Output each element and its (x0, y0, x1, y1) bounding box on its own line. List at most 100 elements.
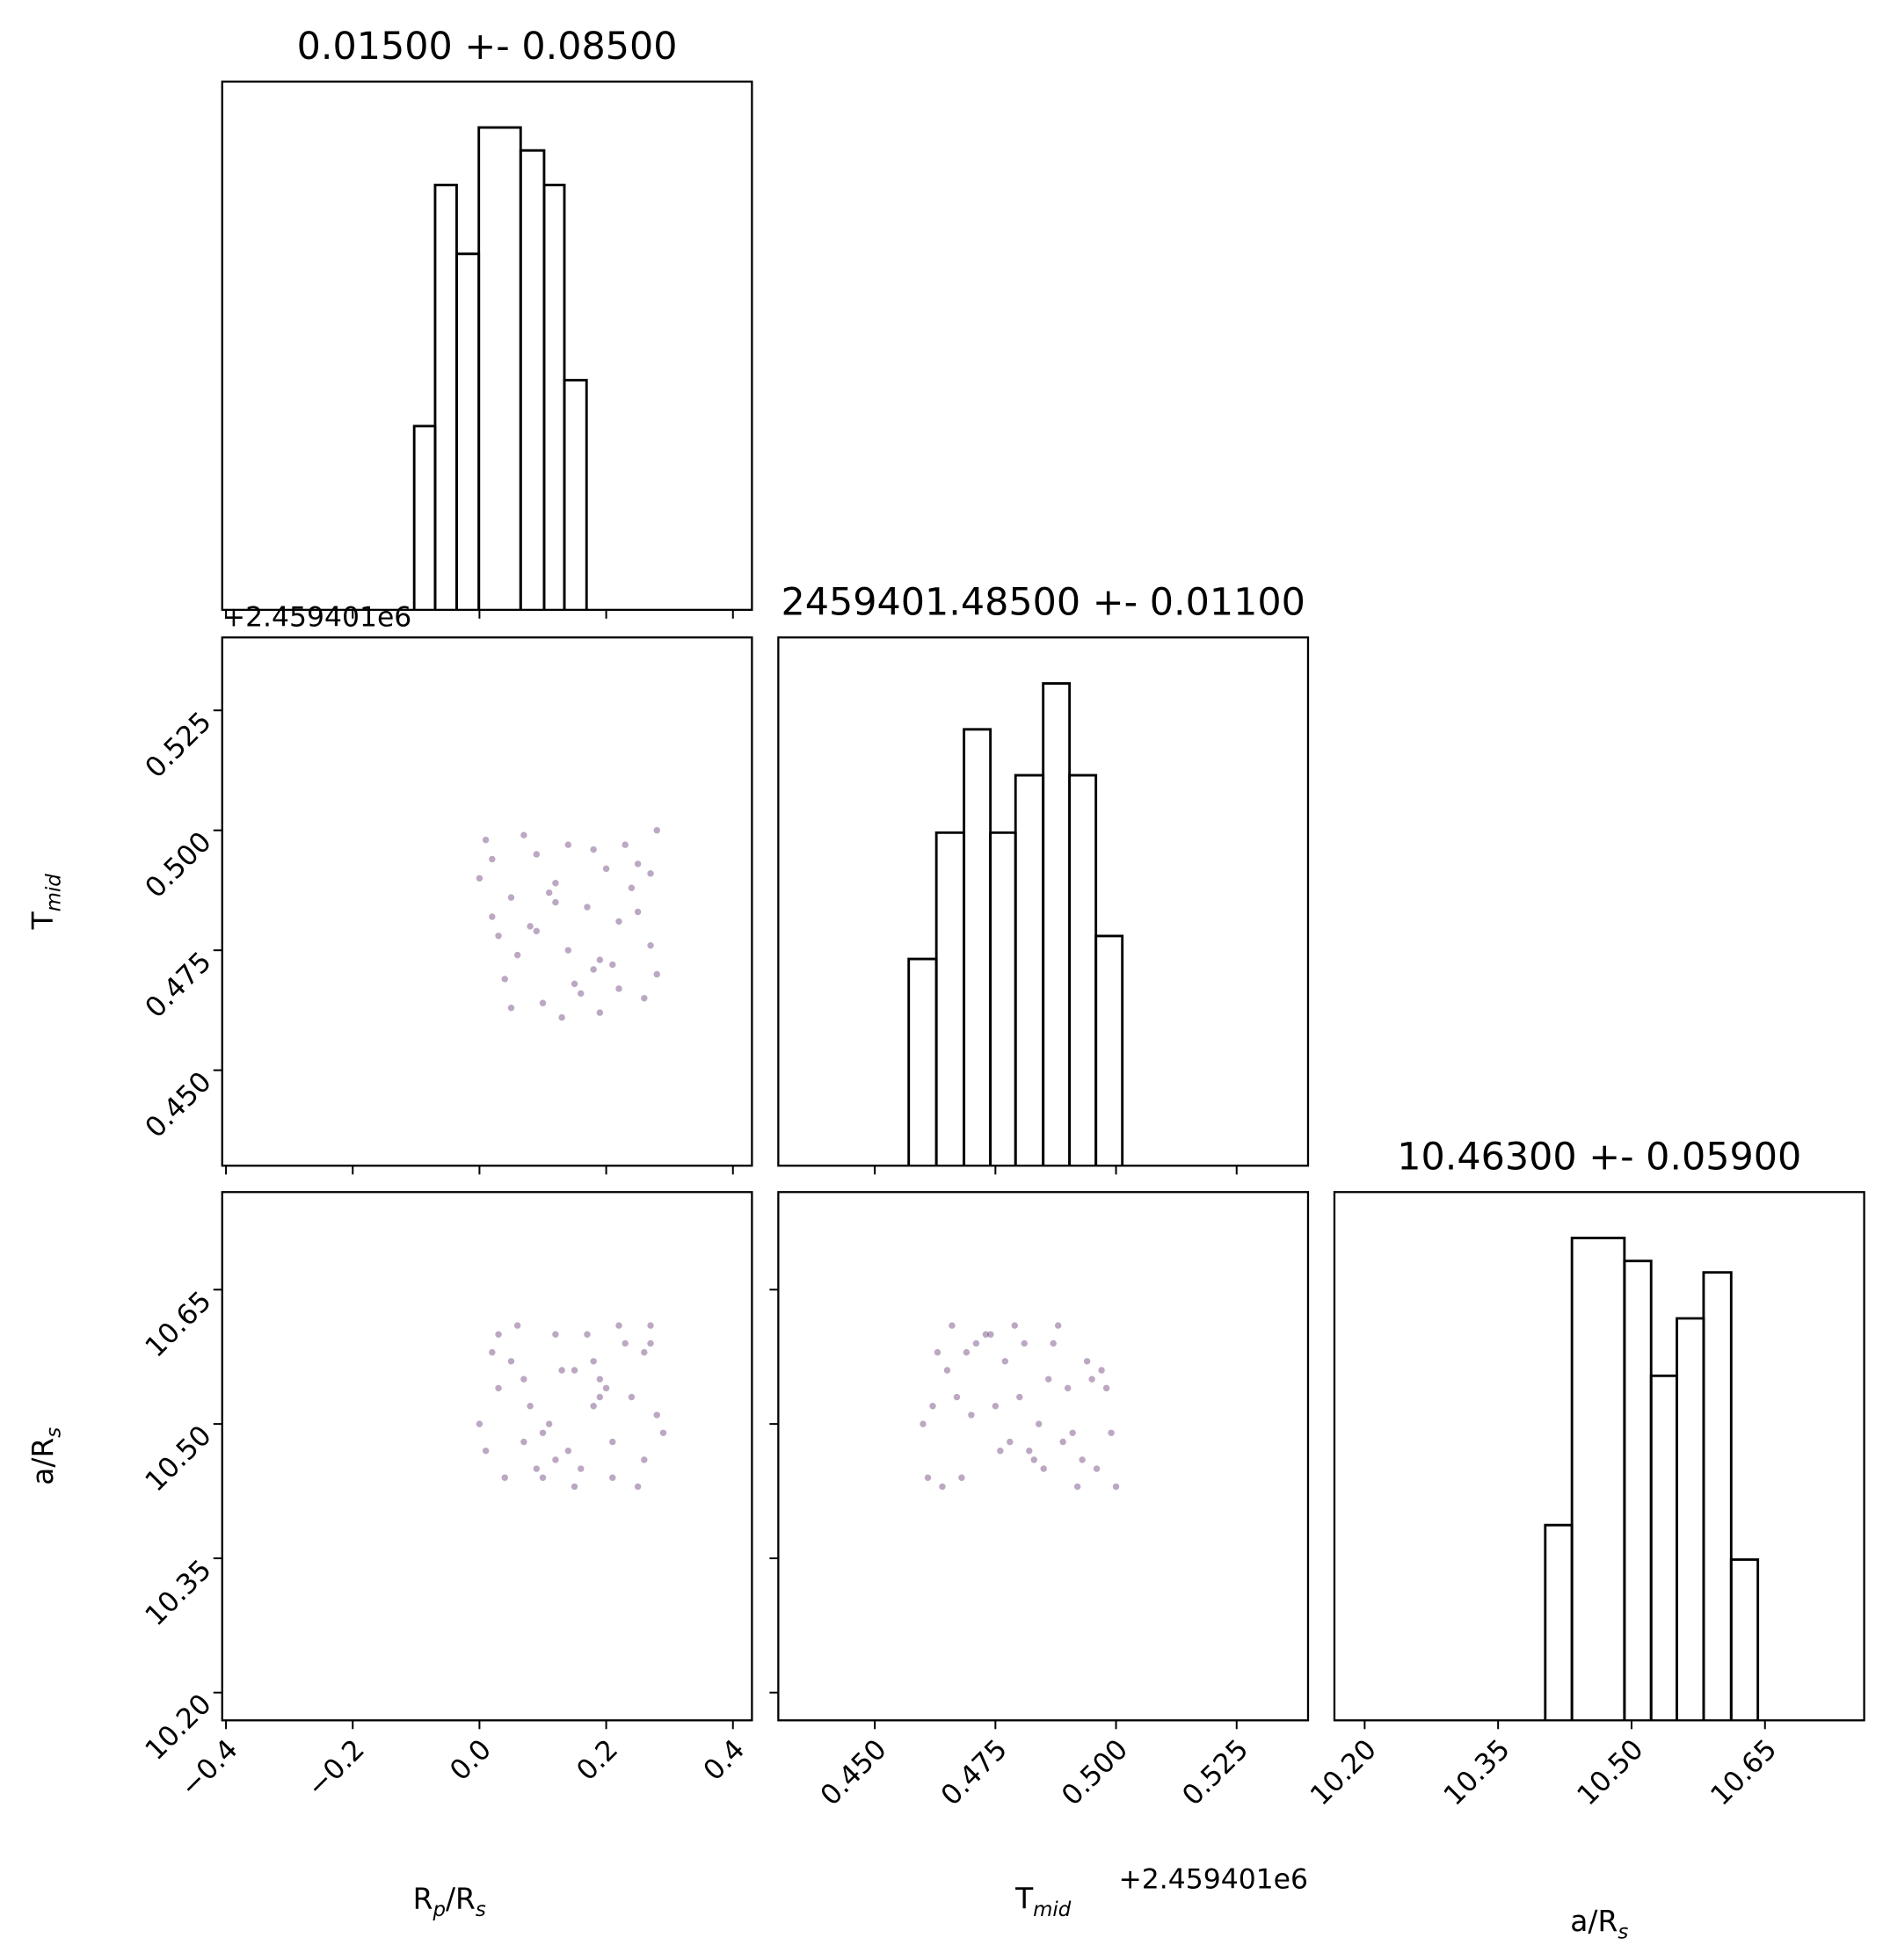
scatter-point (578, 990, 585, 998)
scatter-point (539, 1474, 547, 1481)
panel-title: 0.01500 +- 0.08500 (297, 25, 678, 69)
scatter-point (501, 976, 508, 983)
scatter-point (533, 927, 541, 935)
scatter-point (520, 1376, 527, 1383)
scatter-point (997, 1447, 1004, 1455)
x-tick-label: 10.50 (1571, 1733, 1649, 1811)
axes-frame (221, 80, 753, 611)
scatter-point (571, 980, 578, 988)
x-offset-text: +2.459401e6 (1118, 1864, 1308, 1896)
scatter-point (615, 918, 622, 926)
scatter-point (920, 1420, 927, 1427)
scatter-point (953, 1393, 961, 1401)
hist-bin (1729, 1557, 1760, 1721)
scatter-point (552, 1456, 559, 1463)
scatter-point (647, 1322, 654, 1329)
scatter-point (596, 1393, 604, 1401)
scatter-point (489, 855, 496, 863)
scatter-point (507, 1004, 515, 1012)
axes-frame (777, 1191, 1310, 1722)
hist-bin (989, 831, 1017, 1166)
scatter-point (507, 894, 515, 901)
scatter-point (653, 1412, 660, 1419)
scatter-point (647, 1339, 654, 1347)
y-axis-label: Tmid​ (26, 874, 66, 931)
hist-bin (1014, 773, 1045, 1166)
scatter-point (533, 851, 541, 858)
scatter-point (513, 951, 521, 959)
hist-bin (477, 126, 522, 610)
x-tick-label: 10.20 (1305, 1733, 1383, 1811)
scatter-point (520, 831, 527, 838)
scatter-point (596, 1009, 604, 1016)
scatter-point (647, 870, 654, 877)
scatter-point (1088, 1376, 1095, 1383)
scatter-point (1054, 1322, 1062, 1329)
axes-frame (1333, 1191, 1865, 1722)
x-tick-label: 0.2 (571, 1733, 624, 1787)
scatter-point (476, 1420, 483, 1427)
scatter-point (584, 904, 591, 911)
hist-bin (412, 425, 437, 610)
x-tick-label: 10.65 (1705, 1733, 1783, 1811)
x-tick-label: 0.475 (935, 1733, 1014, 1811)
hist-bin (907, 957, 938, 1166)
scatter-point (659, 1429, 667, 1437)
scatter-point (1073, 1483, 1081, 1491)
scatter-point (482, 1447, 490, 1455)
panel: 0.450 0.475 0.500 0.525 Tmid​ +2.459401e6 (769, 1191, 1310, 1921)
scatter-point (653, 826, 660, 834)
y-axis-label: a/Rs​ (26, 1427, 66, 1485)
axes-frame (221, 1191, 753, 1722)
hist-bin (1094, 934, 1124, 1166)
scatter-point (539, 999, 547, 1006)
scatter-point (558, 1013, 565, 1021)
y-tick-label: 10.65 (140, 1285, 218, 1363)
scatter-point (1040, 1465, 1047, 1472)
scatter-point (929, 1403, 936, 1410)
hist-bin (542, 183, 566, 610)
scatter-point (482, 836, 490, 844)
scatter-point (1026, 1447, 1033, 1455)
panel: 0.450 0.475 0.500 0.525 Tmid​ +2.459401e6 (26, 601, 753, 1175)
scatter-point (609, 961, 616, 969)
x-tick-label: 0.0 (444, 1733, 498, 1787)
panel: 2459401.48500 +- 0.01100 (777, 581, 1310, 1175)
scatter-point (602, 865, 610, 873)
scatter-point (1059, 1438, 1066, 1446)
scatter-point (507, 1358, 515, 1365)
hist-bin (455, 252, 481, 610)
scatter-point (653, 970, 660, 978)
y-tick-label: 0.525 (140, 706, 218, 784)
hist-bin (519, 149, 546, 610)
scatter-point (596, 1376, 604, 1383)
hist-bin (1570, 1237, 1626, 1721)
scatter-point (968, 1412, 975, 1419)
scatter-point (527, 923, 534, 930)
x-tick-label: 0.500 (1056, 1733, 1134, 1811)
axes-frame (221, 636, 753, 1167)
hist-bin (934, 831, 966, 1166)
scatter-point (552, 898, 559, 906)
scatter-point (596, 956, 604, 963)
scatter-point (584, 1331, 591, 1338)
scatter-point (609, 1438, 616, 1446)
scatter-point (982, 1331, 990, 1338)
y-offset-text: +2.459401e6 (222, 601, 412, 633)
scatter-point (545, 1420, 553, 1427)
scatter-point (1083, 1358, 1091, 1365)
scatter-point (564, 841, 572, 848)
scatter-point (1093, 1465, 1101, 1472)
scatter-point (1050, 1339, 1057, 1347)
scatter-point (564, 1447, 572, 1455)
scatter-point (634, 860, 642, 867)
scatter-point (533, 1465, 541, 1472)
scatter-point (622, 841, 629, 848)
scatter-point (1021, 1339, 1028, 1347)
scatter-point (615, 985, 622, 992)
x-tick-label: 0.525 (1176, 1733, 1254, 1811)
scatter-point (1007, 1438, 1014, 1446)
scatter-point (545, 889, 553, 897)
scatter-point (1036, 1420, 1043, 1427)
